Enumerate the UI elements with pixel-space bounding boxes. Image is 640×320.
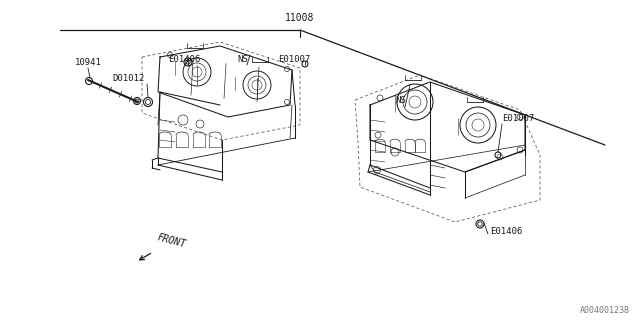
Text: D01012: D01012 — [112, 74, 144, 83]
Text: 11008: 11008 — [285, 13, 315, 23]
Text: E01007: E01007 — [502, 114, 534, 123]
Text: E01007: E01007 — [278, 55, 310, 64]
Text: E01406: E01406 — [168, 55, 200, 64]
Text: NS: NS — [395, 96, 406, 105]
Text: 10941: 10941 — [75, 58, 102, 67]
Text: FRONT: FRONT — [156, 233, 187, 250]
Text: E01406: E01406 — [490, 227, 522, 236]
Text: NS: NS — [237, 55, 248, 64]
Text: A004001238: A004001238 — [580, 306, 630, 315]
